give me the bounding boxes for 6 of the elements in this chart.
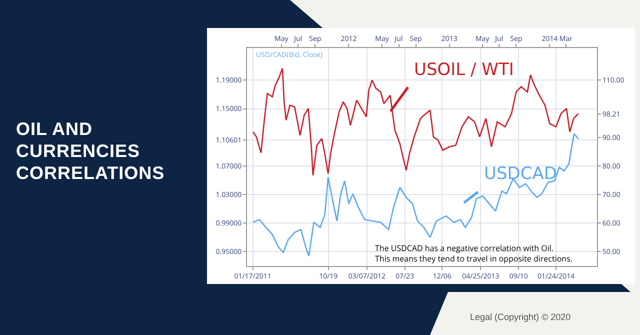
series-label: USOIL / WTI [414, 60, 514, 80]
line-series [252, 133, 579, 257]
annotation: The USDCAD has a negative correlation with Oil. This means they tend to travel in opposite directions. [375, 243, 572, 264]
text: Legal (Copyright) © 2020 [470, 312, 571, 322]
text: OIL AND CURRENCIES CORRELATIONS [16, 118, 166, 184]
series-label: USDCAD [484, 164, 557, 184]
